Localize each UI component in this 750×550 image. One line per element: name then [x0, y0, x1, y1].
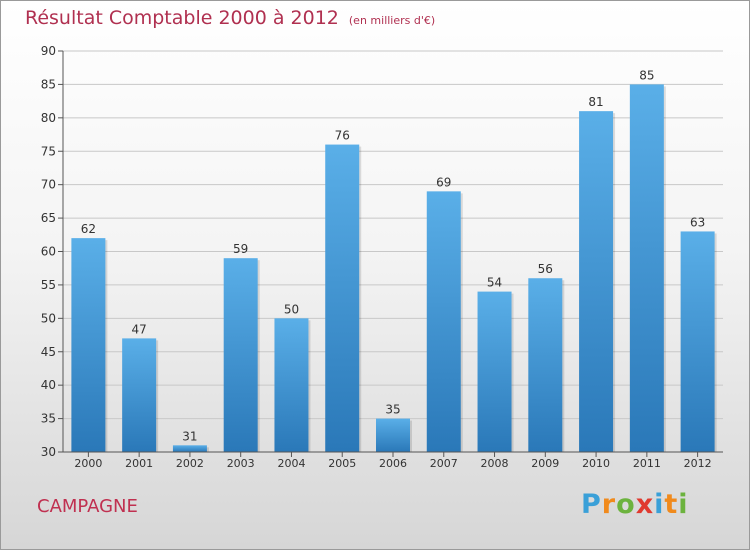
y-tick-label: 45 — [41, 345, 56, 359]
logo-letter: i — [654, 489, 665, 520]
data-label: 63 — [690, 215, 705, 229]
logo-letter: x — [635, 489, 655, 520]
chart-title: Résultat Comptable 2000 à 2012 (en millie… — [25, 7, 435, 29]
x-tick-label: 2009 — [531, 457, 559, 470]
bar — [579, 111, 614, 453]
y-tick-label: 50 — [41, 311, 56, 325]
data-label: 69 — [436, 175, 451, 189]
data-label: 50 — [284, 302, 299, 316]
data-label: 62 — [81, 222, 96, 236]
y-tick-label: 90 — [41, 44, 56, 58]
logo-letter: t — [664, 489, 679, 520]
bar — [680, 231, 715, 452]
x-tick-label: 2001 — [125, 457, 153, 470]
x-tick-label: 2003 — [227, 457, 255, 470]
data-label: 35 — [385, 403, 400, 417]
x-tick-label: 2008 — [481, 457, 509, 470]
x-tick-label: 2004 — [277, 457, 305, 470]
title-text: Résultat Comptable 2000 à 2012 — [25, 7, 339, 29]
bar — [71, 238, 106, 452]
bar — [376, 418, 410, 452]
x-tick-label: 2006 — [379, 457, 407, 470]
subtitle-text: (en milliers d'€) — [348, 14, 436, 27]
bar — [629, 84, 664, 453]
bar — [426, 191, 461, 452]
y-tick-label: 60 — [41, 245, 56, 259]
data-label: 81 — [588, 95, 603, 109]
x-tick-label: 2012 — [684, 457, 712, 470]
y-tick-label: 75 — [41, 144, 56, 158]
bar — [172, 445, 207, 452]
bar — [477, 291, 512, 452]
x-tick-label: 2000 — [74, 457, 102, 470]
bar — [325, 144, 360, 453]
data-label: 59 — [233, 242, 248, 256]
grid-lines — [63, 50, 723, 453]
y-tick-label: 65 — [41, 211, 56, 225]
data-label: 31 — [182, 429, 197, 443]
y-tick-label: 35 — [41, 412, 56, 426]
y-tick-label: 40 — [41, 378, 56, 392]
y-tick-label: 80 — [41, 111, 56, 125]
location-label: CAMPAGNE — [37, 496, 138, 517]
x-tick-label: 2011 — [633, 457, 661, 470]
x-tick-label: 2005 — [328, 457, 356, 470]
proxiti-logo: Proxiti — [581, 489, 689, 520]
data-label: 54 — [487, 276, 502, 290]
logo-letter: r — [601, 489, 617, 520]
y-tick-label: 30 — [41, 445, 56, 459]
y-tick-label: 55 — [41, 278, 56, 292]
bars: 62 47 31 59 50 76 35 69 54 56 81 85 63 — [71, 68, 717, 453]
axes: 30 35 40 45 50 55 60 65 70 75 80 85 90 2000 2001 2002 20… — [41, 44, 723, 470]
logo-letter: o — [616, 489, 636, 520]
data-label: 85 — [639, 68, 654, 82]
bar — [274, 318, 309, 452]
y-tick-label: 70 — [41, 178, 56, 192]
y-tick-label: 85 — [41, 77, 56, 91]
data-label: 56 — [538, 262, 553, 276]
x-tick-label: 2002 — [176, 457, 204, 470]
bar — [223, 258, 258, 452]
logo-letter: i — [678, 489, 689, 520]
bar — [528, 278, 563, 452]
data-label: 76 — [335, 129, 350, 143]
x-tick-label: 2010 — [582, 457, 610, 470]
x-tick-label: 2007 — [430, 457, 458, 470]
data-label: 47 — [132, 322, 147, 336]
logo-letter: P — [581, 489, 602, 520]
bar — [122, 338, 157, 452]
